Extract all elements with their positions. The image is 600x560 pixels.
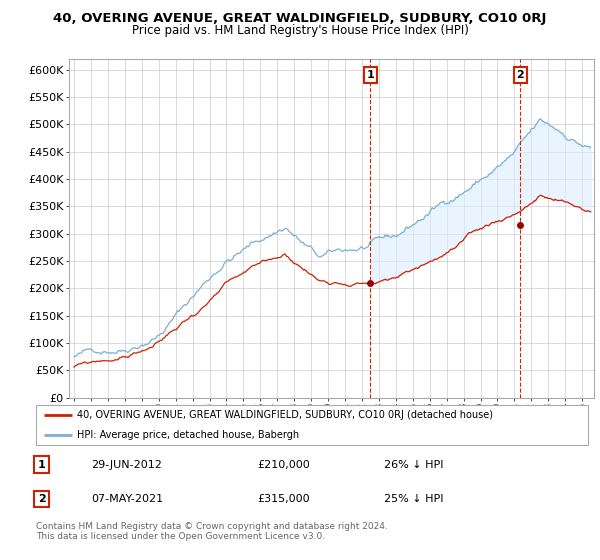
Text: Price paid vs. HM Land Registry's House Price Index (HPI): Price paid vs. HM Land Registry's House … — [131, 24, 469, 36]
Text: 25% ↓ HPI: 25% ↓ HPI — [384, 494, 443, 504]
Text: 1: 1 — [367, 70, 374, 80]
Text: 26% ↓ HPI: 26% ↓ HPI — [384, 460, 443, 470]
Text: 2: 2 — [517, 70, 524, 80]
Text: 29-JUN-2012: 29-JUN-2012 — [91, 460, 162, 470]
Text: 40, OVERING AVENUE, GREAT WALDINGFIELD, SUDBURY, CO10 0RJ: 40, OVERING AVENUE, GREAT WALDINGFIELD, … — [53, 12, 547, 25]
Text: £315,000: £315,000 — [257, 494, 310, 504]
Text: 1: 1 — [38, 460, 46, 470]
Text: Contains HM Land Registry data © Crown copyright and database right 2024.
This d: Contains HM Land Registry data © Crown c… — [36, 522, 388, 542]
Text: £210,000: £210,000 — [257, 460, 310, 470]
Text: HPI: Average price, detached house, Babergh: HPI: Average price, detached house, Babe… — [77, 430, 299, 440]
Text: 40, OVERING AVENUE, GREAT WALDINGFIELD, SUDBURY, CO10 0RJ (detached house): 40, OVERING AVENUE, GREAT WALDINGFIELD, … — [77, 410, 493, 420]
Text: 07-MAY-2021: 07-MAY-2021 — [91, 494, 163, 504]
FancyBboxPatch shape — [36, 405, 588, 445]
Text: 2: 2 — [38, 494, 46, 504]
